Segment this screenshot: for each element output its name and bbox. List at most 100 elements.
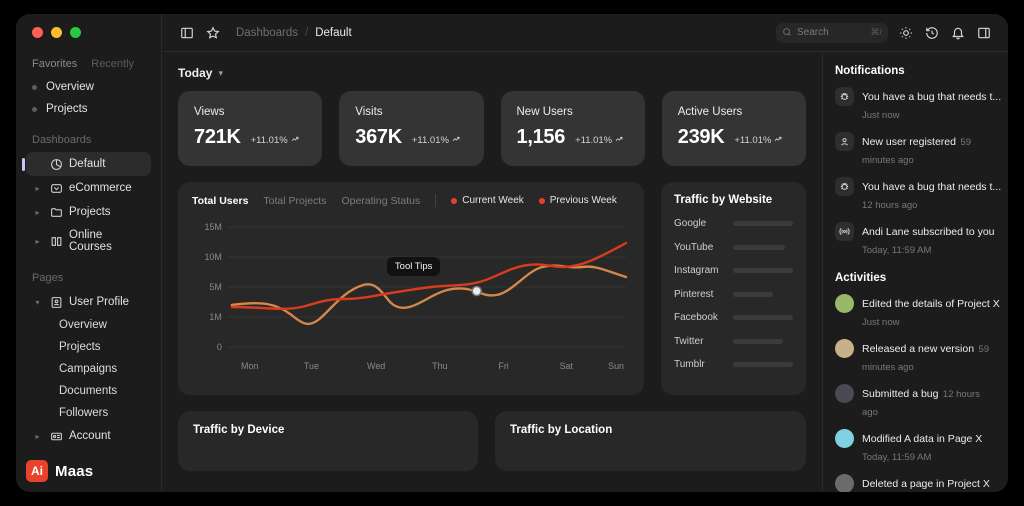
activity-text-block: Modified A data in Page X Today, 11:59 A… <box>862 429 996 465</box>
window-traffic-lights[interactable] <box>26 14 151 54</box>
activity-text: Submitted a bug <box>862 388 939 400</box>
activity-text: Released a new version <box>862 343 975 355</box>
sidebar-subitem-followers[interactable]: Followers <box>59 407 109 419</box>
traffic-row-facebook[interactable]: Facebook <box>674 312 793 323</box>
search-input[interactable]: Search ⌘/ <box>776 22 888 43</box>
chevron-down-icon[interactable]: ▾ <box>35 297 40 307</box>
stat-delta: +11.01% <box>575 135 623 146</box>
notification-item[interactable]: You have a bug that needs t... 12 hours … <box>835 177 1001 213</box>
notification-time: Just now <box>862 110 900 121</box>
chart-tab-total-projects[interactable]: Total Projects <box>263 194 327 207</box>
stat-delta: +11.01% <box>251 135 299 146</box>
sidebar-item-projects[interactable]: ▸ Projects <box>26 200 151 224</box>
stat-card-views[interactable]: Views 721K +11.01% <box>178 91 323 166</box>
sidebar-item-ecommerce[interactable]: ▸ eCommerce <box>26 176 151 200</box>
chevron-right-icon[interactable]: ▸ <box>35 183 40 193</box>
search-icon <box>782 24 792 42</box>
sidebar-item-overview[interactable]: Overview <box>26 76 151 98</box>
traffic-by-website-card: Traffic by Website Google YouTube Instag… <box>661 182 806 395</box>
activity-item[interactable]: Released a new version 59 minutes ago <box>835 339 996 375</box>
svg-text:Thu: Thu <box>432 361 447 371</box>
book-icon <box>49 234 63 248</box>
notification-item[interactable]: New user registered 59 minutes ago <box>835 132 996 168</box>
activity-text-block: Submitted a bug 12 hours ago <box>862 384 996 420</box>
sidebar-subitem-documents[interactable]: Documents <box>59 385 118 397</box>
line-chart-plot[interactable]: 15M 10M 5M 1M 0 <box>192 215 630 375</box>
legend-label: Current Week <box>462 195 524 206</box>
traffic-row-instagram[interactable]: Instagram <box>674 265 793 276</box>
breadcrumb: Dashboards / Default <box>236 27 352 39</box>
traffic-row-twitter[interactable]: Twitter <box>674 336 793 347</box>
sidebar-item-default[interactable]: Default <box>22 152 151 176</box>
app-window: Favorites Recently Overview Projects Das… <box>16 14 1008 492</box>
notification-item[interactable]: Andi Lane subscribed to you Today, 11:59… <box>835 222 996 258</box>
sidebar-subitem-overview[interactable]: Overview <box>59 319 107 331</box>
star-icon[interactable] <box>204 24 221 41</box>
bug-icon <box>835 177 854 196</box>
svg-text:Sun: Sun <box>608 361 624 371</box>
stat-card-new-users[interactable]: New Users 1,156 +11.01% <box>500 91 645 166</box>
sidebar-subitem-campaigns[interactable]: Campaigns <box>59 363 118 375</box>
sidebar-item-projects-fav[interactable]: Projects <box>26 98 151 120</box>
activities-section: Activities Edited the details of Project… <box>835 272 1000 492</box>
sidebar-section-pages: Pages <box>32 272 64 284</box>
notification-item[interactable]: You have a bug that needs t... Just now <box>835 87 1001 123</box>
folder-icon <box>49 205 63 219</box>
traffic-site-label: Pinterest <box>674 288 714 300</box>
traffic-bar <box>733 338 783 344</box>
period-selector[interactable]: Today ▾ <box>178 66 806 80</box>
traffic-row-youtube[interactable]: YouTube <box>674 242 793 253</box>
history-icon[interactable] <box>923 24 940 41</box>
sidebar-item-label: eCommerce <box>69 182 132 194</box>
traffic-row-google[interactable]: Google <box>674 218 793 229</box>
chevron-right-icon[interactable]: ▸ <box>35 431 40 441</box>
avatar <box>835 474 854 492</box>
notification-text: Andi Lane subscribed to you <box>862 226 995 238</box>
tab-favorites[interactable]: Favorites <box>32 58 78 70</box>
close-window-icon[interactable] <box>32 27 43 38</box>
sidebar-toggle-icon[interactable] <box>178 24 195 41</box>
traffic-bar <box>733 221 793 226</box>
chart-tab-total-users[interactable]: Total Users <box>192 194 249 207</box>
breadcrumb-separator: / <box>305 26 309 39</box>
chart-tab-operating-status[interactable]: Operating Status <box>341 194 421 207</box>
sidebar-item-online-courses[interactable]: ▸ Online Courses <box>26 224 151 258</box>
activity-item[interactable]: Edited the details of Project X Just now <box>835 294 1000 330</box>
trend-up-icon <box>615 135 623 146</box>
sidebar-subitem-projects[interactable]: Projects <box>59 341 101 353</box>
sidebar-item-account[interactable]: ▸ Account <box>26 424 151 448</box>
traffic-site-label: Google <box>674 218 707 229</box>
maximize-window-icon[interactable] <box>70 27 81 38</box>
activity-time: 12 hours ago <box>862 389 980 418</box>
traffic-row-pinterest[interactable]: Pinterest <box>674 289 793 300</box>
minimize-window-icon[interactable] <box>51 27 62 38</box>
user-icon <box>835 132 854 151</box>
sun-icon[interactable] <box>897 24 914 41</box>
activity-text: Modified A data in Page X <box>862 433 983 445</box>
legend-color-swatch <box>538 197 545 204</box>
chevron-right-icon[interactable]: ▸ <box>35 236 40 246</box>
activity-text-block: Deleted a page in Project X Feb 2, 2023 <box>862 474 996 492</box>
chevron-right-icon[interactable]: ▸ <box>35 207 40 217</box>
bell-icon[interactable] <box>949 24 966 41</box>
activity-item[interactable]: Submitted a bug 12 hours ago <box>835 384 996 420</box>
topbar: Dashboards / Default Search ⌘/ <box>162 14 1008 52</box>
traffic-row-tumblr[interactable]: Tumblr <box>674 359 793 370</box>
search-shortcut-hint: ⌘/ <box>870 27 882 37</box>
activity-item[interactable]: Modified A data in Page X Today, 11:59 A… <box>835 429 996 465</box>
legend-previous-week: Previous Week <box>538 195 617 206</box>
sidebar-item-user-profile[interactable]: ▾ User Profile <box>26 290 151 314</box>
series-current-week <box>230 241 628 310</box>
tab-recently[interactable]: Recently <box>91 58 135 70</box>
breadcrumb-parent[interactable]: Dashboards <box>236 26 299 39</box>
id-card-icon <box>49 429 63 443</box>
stat-card-active-users[interactable]: Active Users 239K +11.01% <box>661 91 806 166</box>
chevron-down-icon[interactable]: ▾ <box>218 67 223 78</box>
activity-item[interactable]: Deleted a page in Project X Feb 2, 2023 <box>835 474 996 492</box>
stat-card-visits[interactable]: Visits 367K +11.01% <box>339 91 484 166</box>
legend-current-week: Current Week <box>451 195 524 206</box>
shopping-bag-icon <box>49 181 63 195</box>
search-placeholder: Search <box>797 27 829 38</box>
stat-value: 1,156 <box>516 126 566 148</box>
right-panel-icon[interactable] <box>975 24 992 41</box>
